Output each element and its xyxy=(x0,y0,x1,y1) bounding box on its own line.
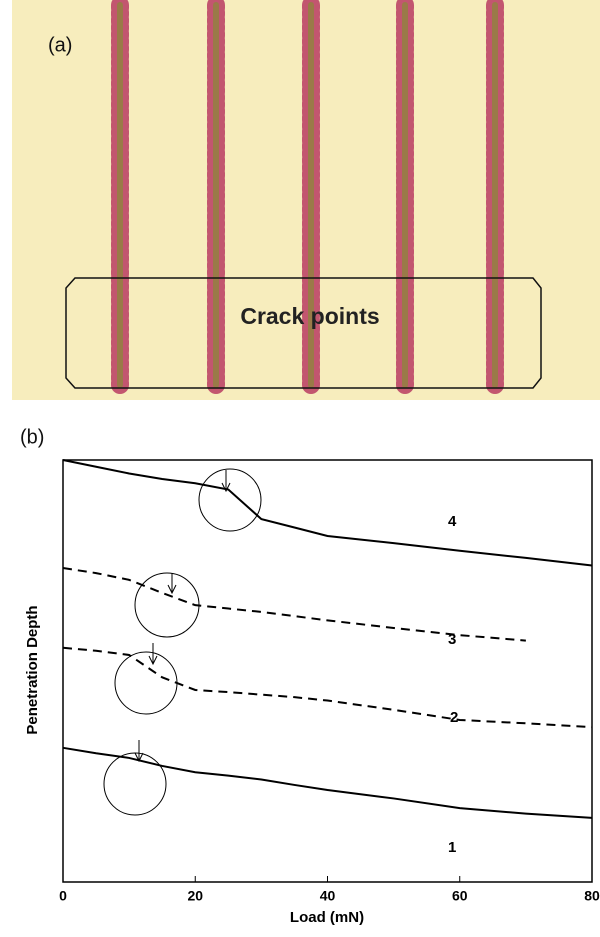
x-tick-label: 0 xyxy=(59,888,67,904)
crack-circle xyxy=(104,753,166,815)
crack-markers xyxy=(104,469,261,815)
x-tick-label: 40 xyxy=(320,888,336,904)
series-label: 2 xyxy=(450,709,458,726)
series-line xyxy=(63,460,592,566)
x-tick-label: 80 xyxy=(584,888,600,904)
series-line xyxy=(63,568,526,641)
plot-frame xyxy=(63,460,592,882)
crack-annotation: Crack points xyxy=(240,303,379,329)
panel-label: (a) xyxy=(48,34,72,56)
crack-circle xyxy=(115,652,177,714)
series-label: 4 xyxy=(448,513,457,530)
panel-label: (b) xyxy=(20,426,44,448)
series-label: 3 xyxy=(448,631,456,648)
series-line xyxy=(63,648,592,727)
series-line xyxy=(63,748,592,818)
y-axis-title: Penetration Depth xyxy=(24,605,41,734)
crack-circle xyxy=(199,469,261,531)
series-label: 1 xyxy=(448,839,456,856)
crack-circle xyxy=(135,573,199,637)
x-tick-label: 60 xyxy=(452,888,468,904)
micrograph: Crack points (a) xyxy=(12,0,600,400)
x-tick-label: 20 xyxy=(187,888,203,904)
x-axis-title: Load (mN) xyxy=(290,909,364,926)
figure: Crack points (a) (b) Load (mN) Penetrati… xyxy=(0,0,600,932)
